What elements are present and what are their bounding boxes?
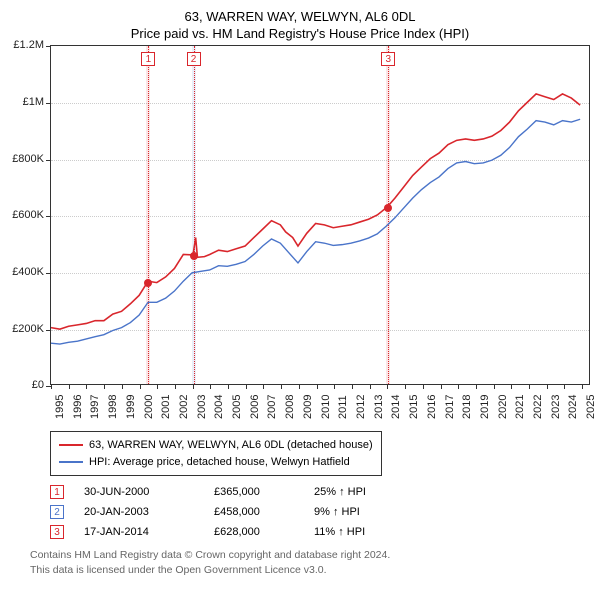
x-axis-label: 2009 (302, 395, 314, 419)
x-axis-label: 2011 (337, 396, 349, 420)
sale-row-pct: 25% ↑ HPI (314, 486, 414, 498)
x-axis-label: 2019 (479, 395, 491, 419)
sale-row-date: 20-JAN-2003 (84, 506, 194, 518)
legend-label: 63, WARREN WAY, WELWYN, AL6 0DL (detache… (89, 437, 373, 454)
x-axis-label: 2021 (514, 395, 526, 419)
x-axis-label: 1999 (125, 395, 137, 419)
x-axis-label: 2004 (213, 395, 225, 419)
sale-row-price: £365,000 (214, 486, 294, 498)
y-axis-label: £400K (12, 266, 44, 278)
line-series-svg (51, 46, 589, 384)
y-axis-labels: £0£200K£400K£600K£800K£1M£1.2M (0, 45, 48, 385)
y-axis-label: £1M (23, 96, 44, 108)
x-axis-label: 1998 (107, 395, 119, 419)
sale-row-price: £628,000 (214, 526, 294, 538)
chart-container: 63, WARREN WAY, WELWYN, AL6 0DL Price pa… (0, 0, 600, 590)
sale-row-marker: 1 (50, 485, 64, 499)
chart-title-line1: 63, WARREN WAY, WELWYN, AL6 0DL (0, 0, 600, 26)
x-axis-label: 2023 (550, 395, 562, 419)
x-axis-label: 1996 (72, 395, 84, 419)
y-axis-label: £600K (12, 209, 44, 221)
x-axis-label: 2025 (585, 395, 597, 419)
sale-row-marker: 3 (50, 525, 64, 539)
x-axis-label: 2016 (426, 395, 438, 419)
sale-row: 2 20-JAN-2003 £458,000 9% ↑ HPI (50, 502, 590, 522)
x-axis-label: 2020 (497, 395, 509, 419)
legend-label: HPI: Average price, detached house, Welw… (89, 454, 350, 471)
x-axis-label: 1995 (54, 395, 66, 419)
x-axis-label: 2022 (532, 395, 544, 419)
sales-table: 1 30-JUN-2000 £365,000 25% ↑ HPI 2 20-JAN-200… (50, 482, 590, 542)
x-axis-label: 2018 (461, 395, 473, 419)
series-hpi (51, 119, 580, 344)
x-axis-label: 2000 (143, 395, 155, 419)
sale-row-pct: 11% ↑ HPI (314, 526, 414, 538)
x-axis-label: 2024 (567, 395, 579, 419)
legend-item-hpi: HPI: Average price, detached house, Welw… (59, 454, 373, 471)
y-axis-label: £800K (12, 153, 44, 165)
x-axis-label: 1997 (89, 395, 101, 419)
sale-row-date: 17-JAN-2014 (84, 526, 194, 538)
sale-row-date: 30-JUN-2000 (84, 486, 194, 498)
x-axis-label: 2007 (266, 395, 278, 419)
x-axis-label: 2005 (231, 395, 243, 419)
x-axis-label: 2002 (178, 395, 190, 419)
chart-title-line2: Price paid vs. HM Land Registry's House … (0, 26, 600, 45)
legend-item-price: 63, WARREN WAY, WELWYN, AL6 0DL (detache… (59, 437, 373, 454)
x-axis-label: 2017 (444, 395, 456, 419)
sale-row: 1 30-JUN-2000 £365,000 25% ↑ HPI (50, 482, 590, 502)
y-axis-label: £0 (32, 379, 44, 391)
x-axis-label: 2014 (390, 395, 402, 419)
y-axis-label: £1.2M (13, 39, 44, 51)
sale-row-pct: 9% ↑ HPI (314, 506, 414, 518)
series-price_paid (51, 94, 580, 329)
x-axis-label: 2006 (249, 395, 261, 419)
x-axis-label: 2013 (373, 395, 385, 419)
x-axis-labels: 1995 1996 1997 1998 1999 2000 2001 2002 2003 2004… (50, 385, 590, 425)
sale-row-price: £458,000 (214, 506, 294, 518)
legend: 63, WARREN WAY, WELWYN, AL6 0DL (detache… (50, 431, 382, 476)
x-axis-label: 2012 (355, 395, 367, 419)
x-axis-label: 2008 (284, 395, 296, 419)
chart-plot-area: 123 (50, 45, 590, 385)
sale-row: 3 17-JAN-2014 £628,000 11% ↑ HPI (50, 522, 590, 542)
attribution: Contains HM Land Registry data © Crown c… (30, 548, 590, 577)
y-axis-label: £200K (12, 323, 44, 335)
x-axis-label: 2010 (320, 395, 332, 419)
attribution-line2: This data is licensed under the Open Gov… (30, 563, 590, 578)
x-axis-label: 2003 (196, 395, 208, 419)
legend-swatch (59, 461, 83, 463)
x-axis-label: 2015 (408, 395, 420, 419)
sale-row-marker: 2 (50, 505, 64, 519)
attribution-line1: Contains HM Land Registry data © Crown c… (30, 548, 590, 563)
legend-swatch (59, 444, 83, 446)
x-axis-label: 2001 (160, 395, 172, 419)
